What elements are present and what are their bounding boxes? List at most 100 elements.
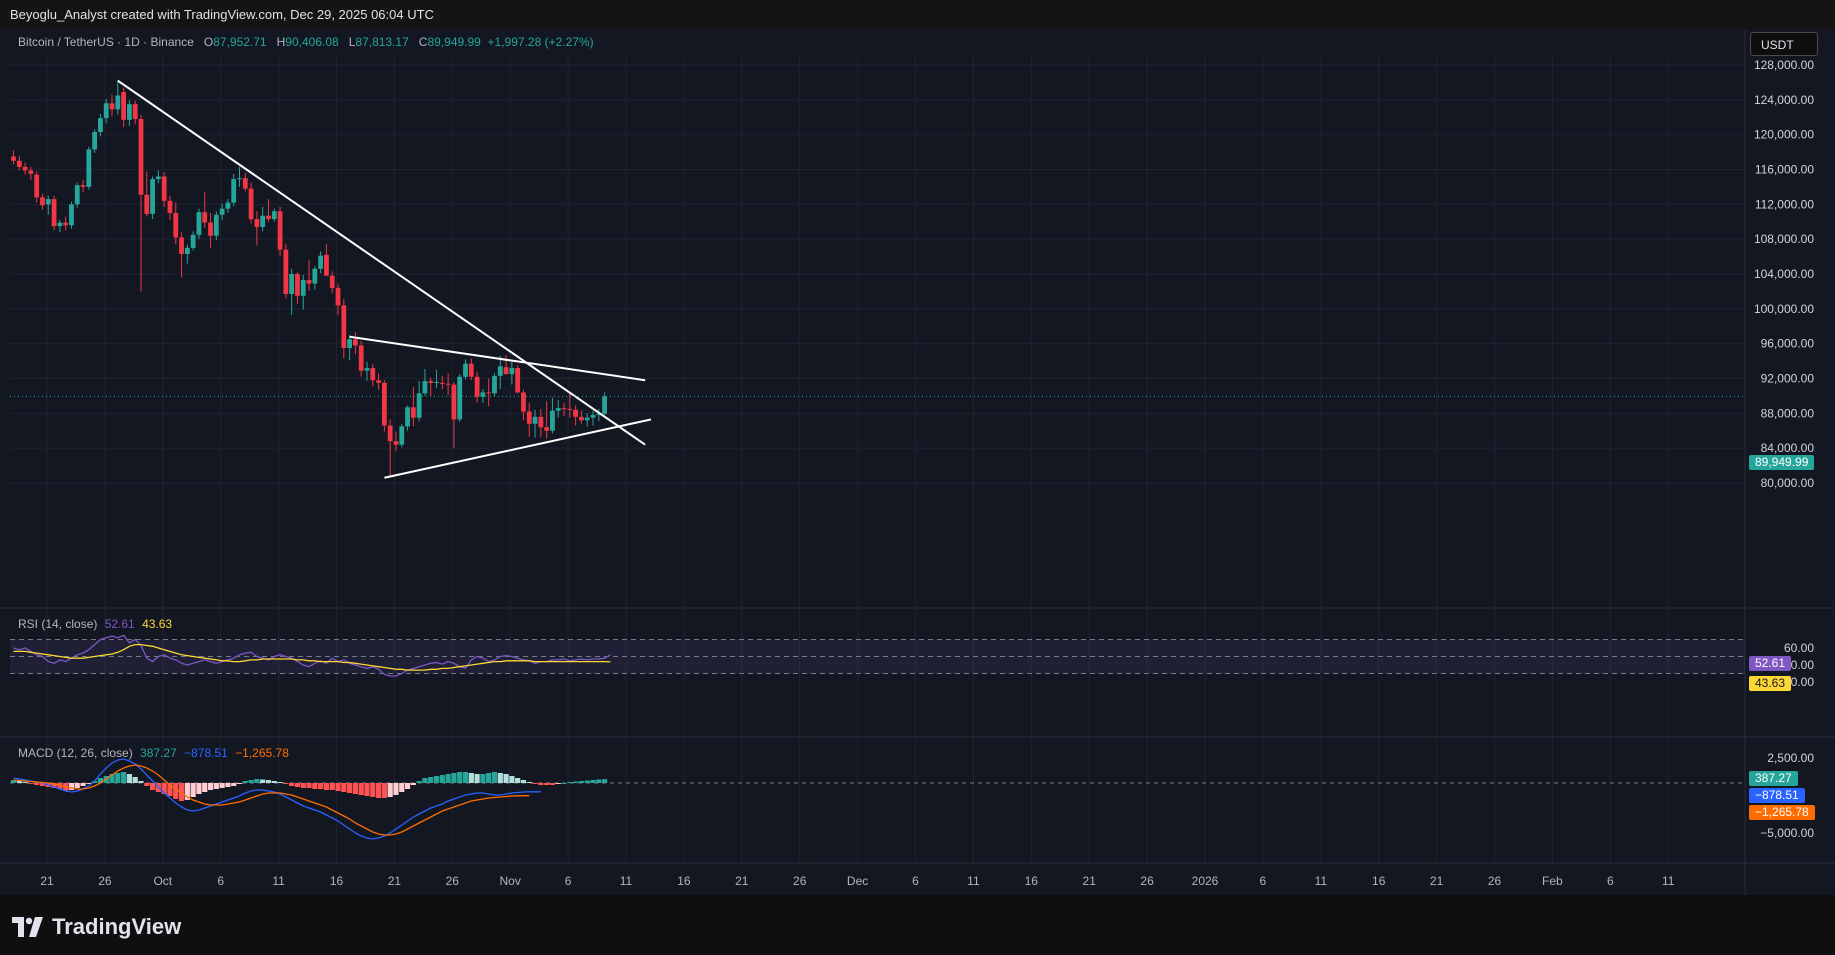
macd-histogram-bar: [375, 783, 382, 798]
candle-down: [567, 408, 573, 410]
macd-histogram-bar: [10, 780, 17, 783]
macd-histogram-bar: [57, 783, 63, 789]
candle-down: [202, 212, 208, 223]
x-tick-label: 11: [272, 874, 285, 888]
candle-up: [103, 103, 109, 119]
macd-histogram-bar: [509, 776, 515, 783]
candle-down: [121, 91, 127, 120]
price-pane[interactable]: [10, 79, 1745, 479]
x-tick-label: 26: [793, 874, 807, 888]
macd-histogram-bar: [271, 781, 277, 783]
macd-histogram-bar: [323, 783, 330, 790]
x-tick-label: 21: [1083, 874, 1097, 888]
low-value: 87,813.17: [355, 35, 409, 49]
candle-down: [544, 427, 550, 431]
rsi-tick-label: 20.00: [1784, 675, 1814, 689]
trendline: [384, 418, 652, 479]
macd-histogram-bar: [161, 783, 167, 794]
macd-tick-label: 2,500.00: [1767, 751, 1814, 765]
candle-up: [300, 280, 306, 296]
rsi-legend[interactable]: RSI (14, close) 52.61 43.63: [18, 617, 172, 631]
macd-histogram-bar: [248, 780, 254, 783]
macd-histogram-bar: [97, 778, 104, 783]
candle-up: [196, 212, 202, 235]
macd-histogram-bar: [149, 783, 156, 790]
candle-up: [399, 426, 405, 445]
candle-up: [555, 408, 561, 411]
candle-down: [28, 170, 34, 174]
macd-histogram-bar: [283, 783, 289, 784]
x-tick-label: 21: [1430, 874, 1444, 888]
price-tick-label: 112,000.00: [1755, 197, 1814, 211]
price-tick-label: 116,000.00: [1755, 163, 1814, 177]
x-tick-label: 11: [1315, 874, 1328, 888]
candle-up: [289, 274, 295, 295]
x-tick-label: 11: [967, 874, 980, 888]
chart-header: Beyoglu_Analyst created with TradingView…: [0, 0, 1835, 30]
candle-down: [439, 382, 445, 384]
macd-histogram-bar: [555, 783, 561, 784]
macd-histogram-bar: [578, 781, 585, 783]
x-tick-label: 21: [388, 874, 402, 888]
x-tick-label: 6: [1260, 874, 1267, 888]
macd-histogram-bar: [318, 783, 324, 789]
candle-down: [451, 384, 457, 420]
x-tick-label: Feb: [1542, 874, 1563, 888]
close-label: C: [418, 35, 428, 49]
candle-down: [167, 200, 173, 214]
macd-histogram-bar: [561, 783, 567, 784]
candle-down: [173, 213, 179, 238]
candle-up: [463, 363, 468, 377]
macd-histogram-bar: [347, 783, 353, 793]
candle-up: [492, 375, 497, 394]
candle-down: [248, 188, 254, 220]
candle-up: [219, 208, 225, 215]
macd-histogram-bar: [422, 778, 428, 783]
tradingview-logo[interactable]: TradingView: [12, 910, 181, 944]
macd-histogram-bar: [538, 783, 544, 785]
macd-histogram-bar: [590, 780, 596, 783]
candle-down: [80, 185, 86, 187]
macd-histogram-bar: [404, 783, 411, 789]
rsi-pane[interactable]: [10, 634, 1745, 677]
change-value: +1,997.28 (+2.27%): [487, 35, 594, 49]
candle-down: [410, 407, 416, 418]
rsi-title: RSI (14, close): [18, 617, 98, 631]
macd-histogram-bar: [80, 783, 86, 786]
macd-histogram-bar: [596, 779, 602, 783]
macd-pane[interactable]: [10, 758, 1745, 840]
price-tick-label: 92,000.00: [1761, 372, 1815, 386]
macd-histogram-bar: [207, 783, 214, 790]
macd-histogram-bar: [416, 781, 422, 783]
x-tick-label: 11: [1662, 874, 1675, 888]
macd-histogram-bar: [144, 783, 150, 786]
macd-histogram-bar: [289, 783, 295, 786]
x-tick-label: Dec: [847, 874, 868, 888]
candle-up: [127, 104, 132, 120]
macd-histogram-bar: [86, 783, 92, 784]
symbol-name[interactable]: Bitcoin / TetherUS · 1D · Binance: [18, 35, 194, 49]
macd-histogram-bar: [387, 783, 393, 797]
macd-histogram-bar: [242, 781, 248, 783]
x-tick-label: 26: [446, 874, 460, 888]
macd-legend[interactable]: MACD (12, 26, close) 387.27 −878.51 −1,2…: [18, 746, 289, 760]
macd-histogram-bar: [381, 783, 387, 798]
symbol-legend[interactable]: Bitcoin / TetherUS · 1D · Binance O87,95…: [18, 34, 594, 50]
x-tick-label: 2026: [1192, 874, 1219, 888]
candle-down: [11, 156, 16, 161]
candle-down: [428, 381, 434, 383]
macd-histogram-bar: [178, 783, 185, 801]
high-value: 90,406.08: [285, 35, 339, 49]
macd-histogram-bar: [51, 783, 57, 788]
rsi-value: 52.61: [104, 617, 135, 631]
candle-down: [277, 211, 283, 250]
low-label: L: [348, 35, 356, 49]
candle-down: [573, 409, 579, 417]
macd-histogram-bar: [532, 783, 538, 784]
candle-up: [532, 416, 538, 424]
macd-histogram-bar: [39, 783, 46, 786]
currency-button[interactable]: USDT: [1750, 32, 1818, 56]
rsi-tick-label: 40.00: [1784, 658, 1814, 672]
macd-histogram-bar: [184, 783, 190, 800]
